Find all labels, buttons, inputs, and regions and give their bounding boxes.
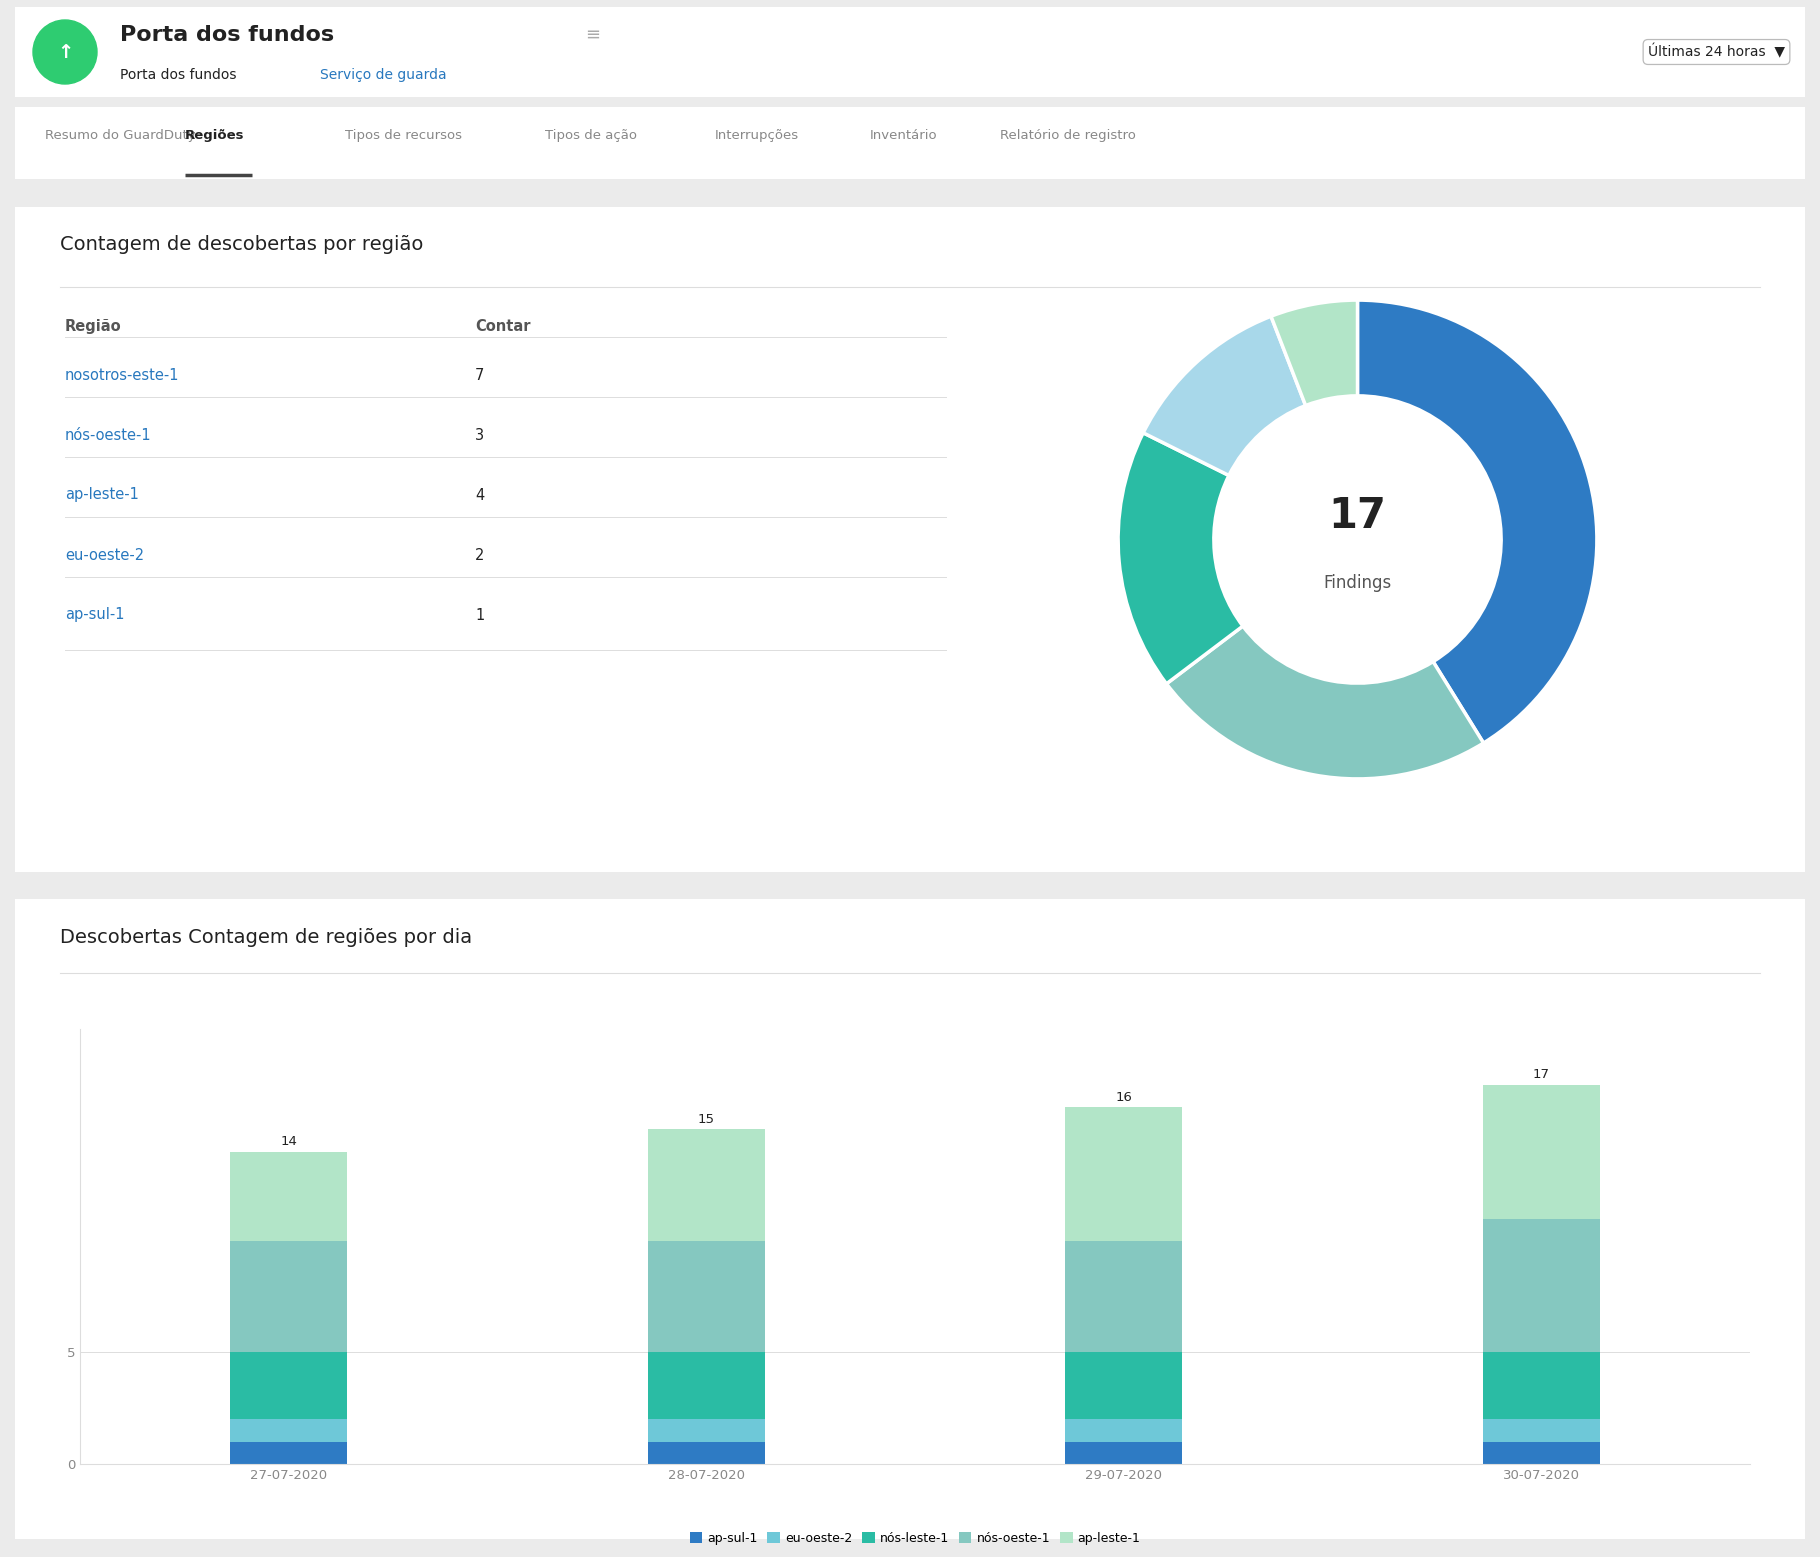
Text: Contar: Contar xyxy=(475,319,530,335)
Text: ap-leste-1: ap-leste-1 xyxy=(66,487,138,503)
Text: Tipos de ação: Tipos de ação xyxy=(544,129,637,142)
Bar xyxy=(231,1442,348,1464)
Text: ≡: ≡ xyxy=(584,26,601,44)
Legend: ap-sul-1, eu-oeste-2, nós-leste-1, nós-oeste-1, ap-leste-1: ap-sul-1, eu-oeste-2, nós-leste-1, nós-o… xyxy=(684,1527,1145,1549)
Text: Resumo do GuardDuty: Resumo do GuardDuty xyxy=(46,129,195,142)
Text: eu-oeste-2: eu-oeste-2 xyxy=(66,548,144,562)
Text: Inventário: Inventário xyxy=(870,129,937,142)
Bar xyxy=(1483,1085,1600,1219)
Text: Interrupções: Interrupções xyxy=(715,129,799,142)
Bar xyxy=(1065,1353,1183,1420)
Bar xyxy=(1065,1107,1183,1241)
Wedge shape xyxy=(1358,301,1596,743)
Text: 4: 4 xyxy=(475,487,484,503)
Bar xyxy=(231,1420,348,1442)
Bar xyxy=(1483,1420,1600,1442)
Bar xyxy=(1483,1442,1600,1464)
Text: 2: 2 xyxy=(475,548,484,562)
Text: Contagem de descobertas por região: Contagem de descobertas por região xyxy=(60,235,424,254)
Bar xyxy=(231,1353,348,1420)
Text: 3: 3 xyxy=(475,428,484,442)
Text: nós-oeste-1: nós-oeste-1 xyxy=(66,428,151,442)
Bar xyxy=(1483,1353,1600,1420)
Text: Findings: Findings xyxy=(1323,573,1392,592)
Text: ap-sul-1: ap-sul-1 xyxy=(66,607,124,623)
Bar xyxy=(231,1152,348,1241)
Text: 17: 17 xyxy=(1532,1068,1551,1081)
Bar xyxy=(1065,1442,1183,1464)
Text: Tipos de recursos: Tipos de recursos xyxy=(346,129,462,142)
Wedge shape xyxy=(1143,316,1305,475)
Bar xyxy=(648,1353,764,1420)
Text: Relatório de registro: Relatório de registro xyxy=(999,129,1136,142)
Bar xyxy=(648,1420,764,1442)
Bar xyxy=(1065,1420,1183,1442)
Wedge shape xyxy=(1117,433,1243,684)
Text: Regiões: Regiões xyxy=(186,129,244,142)
Ellipse shape xyxy=(33,20,96,84)
Text: 17: 17 xyxy=(1329,495,1387,537)
Text: 1: 1 xyxy=(475,607,484,623)
Text: Descobertas Contagem de regiões por dia: Descobertas Contagem de regiões por dia xyxy=(60,928,471,947)
Text: nosotros-este-1: nosotros-este-1 xyxy=(66,367,180,383)
Text: 7: 7 xyxy=(475,367,484,383)
Bar xyxy=(231,1241,348,1353)
Text: 14: 14 xyxy=(280,1135,297,1148)
Bar xyxy=(1065,1241,1183,1353)
Bar xyxy=(648,1442,764,1464)
Bar xyxy=(648,1241,764,1353)
Bar xyxy=(1483,1219,1600,1353)
Bar xyxy=(648,1129,764,1241)
Text: Porta dos fundos: Porta dos fundos xyxy=(120,69,249,83)
Text: ↑: ↑ xyxy=(56,42,73,61)
Text: Região: Região xyxy=(66,319,122,335)
Wedge shape xyxy=(1270,301,1358,405)
Text: Serviço de guarda: Serviço de guarda xyxy=(320,69,446,83)
Wedge shape xyxy=(1167,626,1483,778)
Text: Porta dos fundos: Porta dos fundos xyxy=(120,25,335,45)
Text: 15: 15 xyxy=(697,1113,715,1126)
Text: 16: 16 xyxy=(1116,1090,1132,1104)
Text: Últimas 24 horas  ▼: Últimas 24 horas ▼ xyxy=(1647,45,1785,59)
